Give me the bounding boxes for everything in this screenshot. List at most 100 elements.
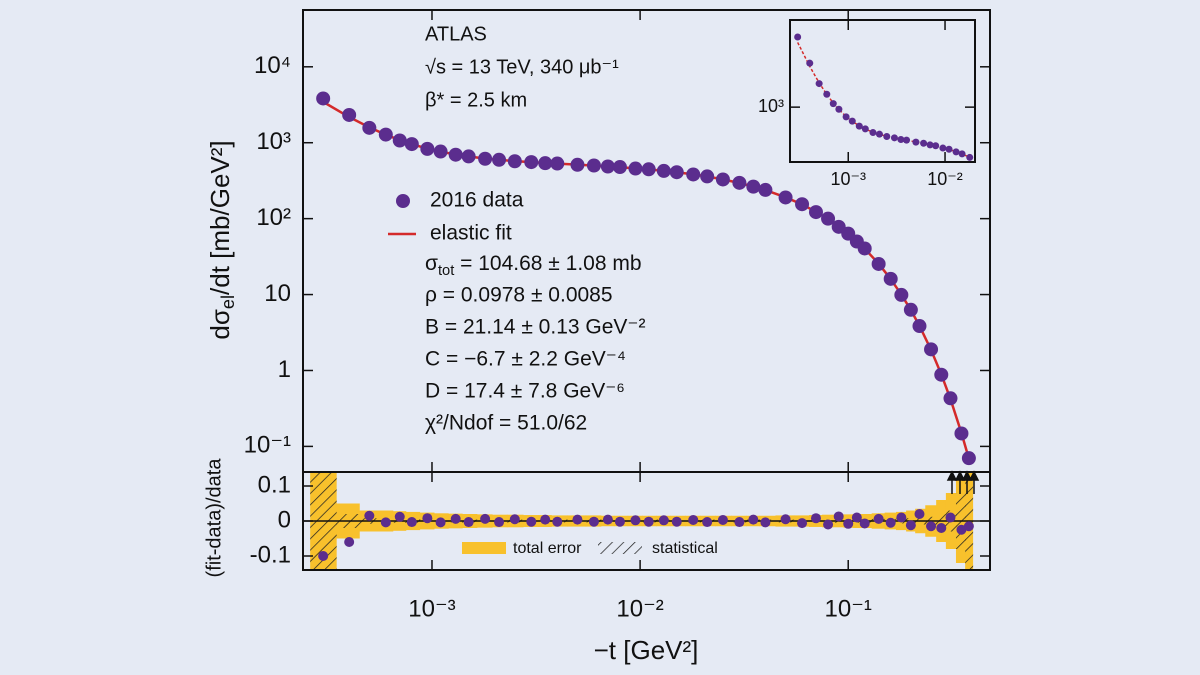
fit-parameter: ρ = 0.0978 ± 0.0085: [425, 284, 613, 307]
y-axis-label: dσel/dt [mb/GeV²]: [205, 140, 238, 339]
data-point: [552, 516, 563, 527]
x-tick-label: 10⁻²: [616, 595, 663, 622]
annotation: ATLAS: [425, 23, 487, 45]
data-point: [540, 514, 551, 525]
data-point: [954, 426, 969, 441]
data-point: [378, 127, 393, 142]
data-point: [903, 136, 911, 144]
y-tick-label: 10³: [758, 96, 784, 116]
overflow-arrows: [946, 470, 980, 494]
y-tick-label: -0.1: [250, 541, 291, 568]
data-point: [958, 150, 966, 158]
y-tick-label: 10: [264, 280, 291, 307]
data-point: [936, 523, 947, 533]
x-axis-label: −t [GeV²]: [594, 635, 699, 665]
data-point: [480, 513, 491, 524]
data-point: [700, 169, 715, 184]
fit-parameter-part: σ: [425, 252, 438, 275]
x-tick-label: 10⁻³: [408, 595, 455, 622]
data-point: [861, 125, 869, 133]
data-point: [641, 162, 656, 177]
data-point: [859, 518, 870, 529]
data-point: [362, 120, 377, 135]
data-point: [914, 509, 925, 519]
fit-parameter: χ²/Ndof = 51.0/62: [425, 412, 587, 435]
data-point: [833, 511, 844, 522]
data-point: [835, 105, 843, 113]
data-point: [896, 512, 907, 523]
x-tick-label: 10⁻¹: [825, 595, 872, 622]
data-point: [715, 172, 730, 187]
data-point: [734, 517, 745, 528]
data-point: [492, 152, 507, 167]
data-point: [806, 59, 814, 67]
data-point: [586, 158, 601, 173]
y-tick-label: 10⁴: [254, 52, 291, 79]
data-point: [815, 80, 823, 88]
y-tick-label: 10²: [256, 204, 291, 231]
fit-parameter-part: tot: [438, 263, 454, 279]
data-point: [875, 130, 883, 138]
data-point: [795, 197, 810, 212]
data-point: [404, 137, 419, 152]
data-point: [778, 190, 793, 205]
data-point: [406, 517, 417, 528]
data-point: [658, 515, 669, 526]
data-point: [956, 524, 967, 535]
legend-label: statistical: [652, 540, 718, 557]
legend-marker: [396, 194, 410, 208]
data-point: [671, 516, 682, 527]
x-tick-label: 10⁻³: [830, 169, 866, 189]
data-point: [885, 517, 896, 528]
y-tick-label: 0.1: [258, 471, 291, 498]
data-point: [905, 520, 916, 531]
data-point: [461, 149, 476, 164]
data-point: [748, 514, 759, 525]
data-point: [316, 91, 331, 106]
data-point: [600, 159, 615, 174]
data-point: [507, 154, 522, 169]
data-point: [572, 514, 583, 525]
data-point: [843, 518, 854, 529]
data-point: [926, 521, 937, 532]
data-point: [318, 551, 329, 561]
data-point: [656, 163, 671, 178]
data-point: [686, 167, 701, 182]
data-point: [420, 141, 435, 156]
data-point: [526, 516, 537, 527]
data-point: [912, 319, 927, 334]
data-point: [897, 136, 905, 144]
data-point: [612, 160, 627, 175]
data-point: [494, 517, 505, 528]
data-point: [524, 155, 539, 170]
data-point: [924, 342, 939, 357]
data-point: [943, 391, 958, 406]
data-point: [823, 90, 831, 98]
data-point: [963, 521, 974, 532]
y-tick-label: 10⁻¹: [244, 432, 291, 459]
data-point: [952, 148, 960, 156]
y-tick-label: 0: [278, 506, 291, 533]
data-point: [392, 133, 407, 148]
fit-parameter-part: = 104.68 ± 1.08 mb: [454, 252, 641, 275]
data-point: [570, 157, 585, 172]
data-point: [945, 145, 953, 153]
annotation: β* = 2.5 km: [425, 89, 527, 111]
data-point: [912, 138, 920, 146]
data-point: [643, 516, 654, 527]
y-tick-label: 1: [278, 356, 291, 383]
data-point: [794, 33, 802, 41]
data-point: [797, 518, 808, 529]
legend-swatch: [598, 542, 642, 554]
legend-label: elastic fit: [430, 222, 512, 245]
data-point: [433, 144, 448, 159]
y-axis-label-part: dσ: [205, 309, 235, 340]
data-point: [478, 151, 493, 166]
data-point: [894, 287, 909, 302]
plot-area: [790, 20, 975, 162]
data-point: [422, 513, 433, 524]
data-point: [602, 514, 613, 525]
plot-area: [316, 91, 976, 466]
data-point: [669, 165, 684, 180]
